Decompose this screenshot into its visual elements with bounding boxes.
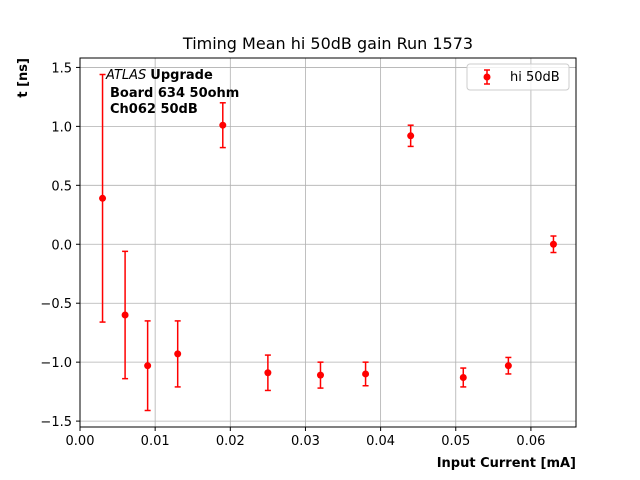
- data-point: [99, 73, 107, 323]
- data-point: [362, 361, 370, 387]
- x-tick-label: 0.05: [441, 434, 470, 449]
- plot-frame: [79, 57, 577, 428]
- y-tick-label: 1.5: [51, 61, 72, 76]
- data-point: [407, 124, 415, 148]
- axes: 0.00 0.01 0.02 0.03 0.04 0.05 0.06 −1.5 −1.0 −0.5…: [40, 57, 577, 449]
- legend-marker: [483, 73, 491, 81]
- annotation-line3: Ch062 50dB: [110, 102, 198, 117]
- legend-entry-label: hi 50dB: [510, 70, 560, 85]
- y-tick-label: −1.5: [40, 415, 72, 430]
- annotation-experiment: ATLAS: [105, 68, 146, 83]
- marker: [459, 373, 467, 381]
- marker: [219, 121, 227, 129]
- x-tick-label: 0.01: [141, 434, 170, 449]
- marker: [504, 362, 512, 370]
- y-tick-label: 0.0: [51, 238, 72, 253]
- legend: hi 50dB: [466, 63, 570, 91]
- marker: [174, 350, 182, 358]
- data-point: [121, 250, 129, 380]
- x-tick-label: 0.03: [291, 434, 320, 449]
- x-tick-label: 0.02: [216, 434, 245, 449]
- y-axis-title: t [ns]: [16, 58, 31, 98]
- data-point: [316, 361, 324, 389]
- data-point: [174, 320, 182, 388]
- data-series: [99, 73, 557, 412]
- marker: [362, 370, 370, 378]
- marker: [316, 371, 324, 379]
- marker: [121, 311, 129, 319]
- data-point: [219, 102, 227, 149]
- marker: [144, 362, 152, 370]
- data-point: [264, 354, 272, 392]
- y-tick-label: 0.5: [51, 179, 72, 194]
- grid: [79, 58, 576, 427]
- annotation-line2: Board 634 50ohm: [110, 86, 239, 101]
- x-tick-label: 0.00: [66, 434, 95, 449]
- marker: [407, 132, 415, 140]
- marker: [99, 194, 107, 202]
- y-tick-label: −1.0: [40, 356, 72, 371]
- y-tick-label: 1.0: [51, 120, 72, 135]
- x-tick-label: 0.06: [516, 434, 545, 449]
- marker: [264, 369, 272, 377]
- chart-title: Timing Mean hi 50dB gain Run 1573: [182, 34, 473, 53]
- legend-frame: [466, 63, 570, 91]
- data-point: [549, 235, 557, 254]
- x-axis-title: Input Current [mA]: [437, 456, 576, 471]
- x-tick-label: 0.04: [366, 434, 395, 449]
- annotation-line1: ATLAS Upgrade: [105, 68, 213, 83]
- y-tick-label: −0.5: [40, 297, 72, 312]
- data-point: [459, 367, 467, 388]
- marker: [549, 240, 557, 248]
- data-point: [504, 356, 512, 375]
- data-point: [144, 320, 152, 412]
- annotation: ATLAS Upgrade Board 634 50ohm Ch062 50dB: [105, 68, 239, 117]
- annotation-tag: Upgrade: [150, 68, 213, 83]
